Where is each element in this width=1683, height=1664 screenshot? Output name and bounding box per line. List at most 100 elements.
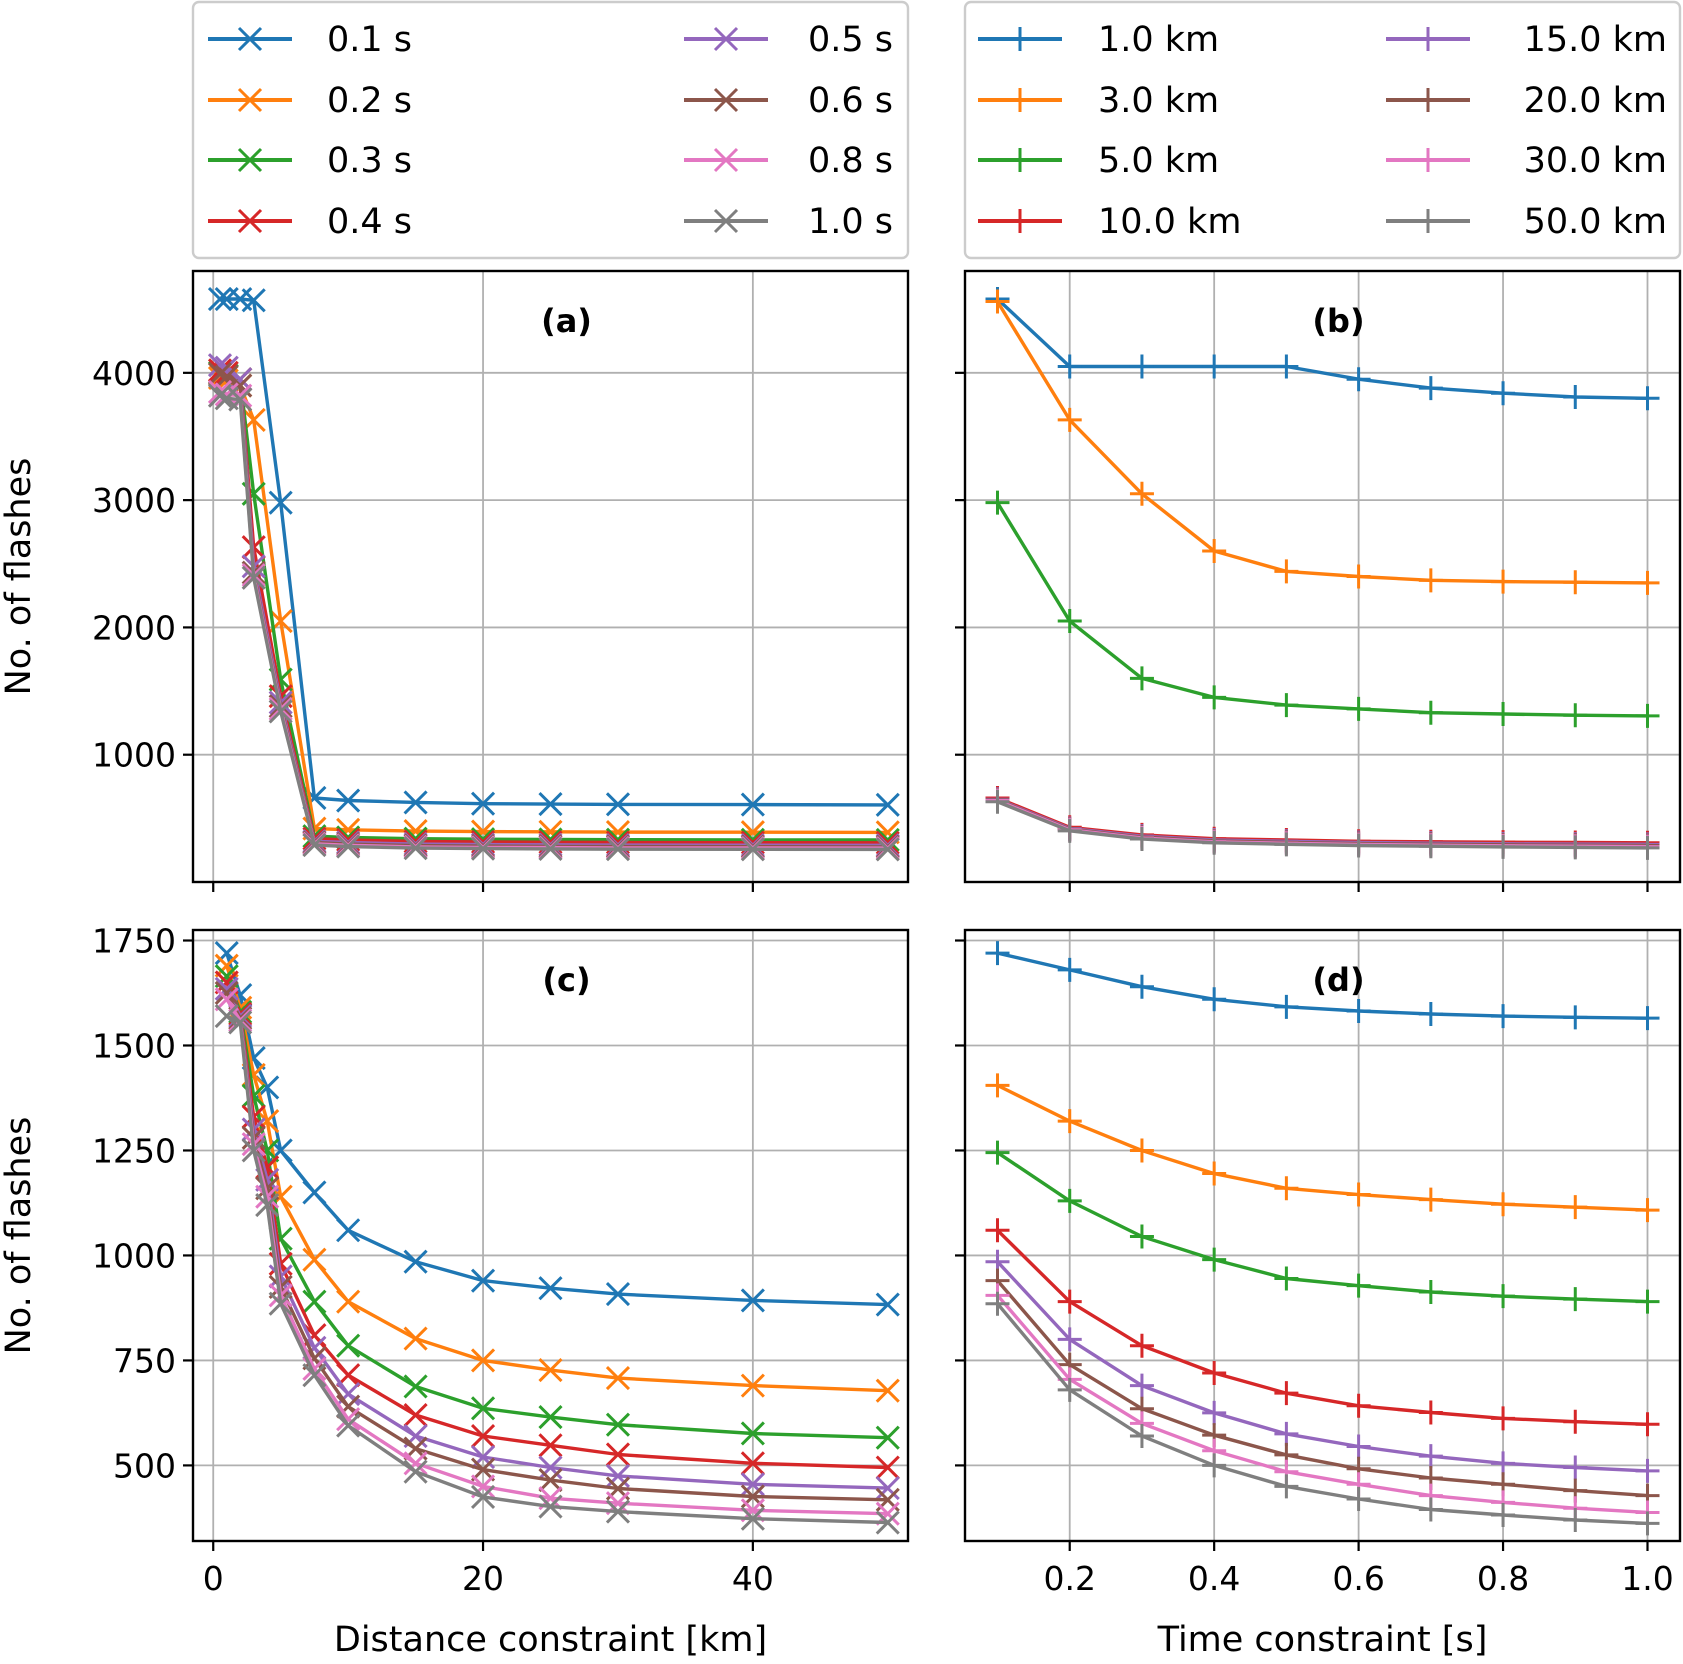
data-point <box>1202 1247 1227 1272</box>
data-point <box>336 1333 361 1358</box>
data-point <box>255 1184 280 1209</box>
data-point <box>1129 974 1154 999</box>
series-line <box>996 800 1648 850</box>
legend-label: 0.8 s <box>808 141 893 181</box>
legend-entry: 0.6 s <box>684 81 893 121</box>
data-point <box>875 837 900 862</box>
data-point <box>1202 1161 1227 1186</box>
series-line <box>225 988 888 1490</box>
series-3 <box>985 490 1660 728</box>
data-point <box>740 1373 765 1398</box>
data-point <box>1418 568 1443 593</box>
data-point <box>1129 1373 1154 1398</box>
x-tick-label: 0.8 <box>1477 1559 1529 1598</box>
data-point <box>214 976 239 1001</box>
data-point <box>1563 1195 1588 1220</box>
legend-label: 0.4 s <box>327 202 412 242</box>
data-point <box>1346 1434 1371 1459</box>
data-point <box>875 1425 900 1450</box>
data-point <box>1274 994 1299 1019</box>
series-line <box>996 1083 1648 1212</box>
series-line <box>220 297 888 807</box>
data-point <box>1346 833 1371 858</box>
data-point <box>1057 1109 1082 1134</box>
x-axis-label: Time constraint [s] <box>1157 1620 1488 1660</box>
data-point <box>214 953 239 978</box>
data-point <box>470 1457 496 1482</box>
data-point <box>538 1433 563 1458</box>
series-2 <box>214 953 900 1403</box>
legend-entry: 10.0 km <box>978 202 1241 242</box>
series-layer <box>985 287 1660 860</box>
legend-marker <box>1416 209 1440 233</box>
data-point <box>336 1289 361 1314</box>
data-point <box>214 941 239 966</box>
series-line <box>219 371 888 842</box>
data-point <box>1563 570 1588 595</box>
y-axis-label: No. of flashes <box>0 1117 39 1355</box>
data-point <box>1202 987 1227 1012</box>
x-tick-label: 0.4 <box>1188 1559 1240 1598</box>
data-point <box>1491 701 1516 726</box>
data-point <box>740 837 765 862</box>
data-point <box>268 1291 293 1316</box>
series-line <box>996 300 1648 585</box>
series-8 <box>985 789 1660 860</box>
series-line <box>996 1260 1648 1473</box>
data-point <box>1057 1188 1082 1213</box>
data-point <box>1346 1182 1371 1207</box>
data-point <box>336 1218 361 1243</box>
data-point <box>740 1421 765 1446</box>
data-point <box>1057 957 1082 982</box>
series-line <box>219 363 888 847</box>
data-point <box>470 1396 496 1421</box>
data-point <box>740 1451 765 1476</box>
legend-entry: 0.4 s <box>208 202 412 242</box>
data-point <box>255 1192 280 1218</box>
data-point <box>1129 354 1154 379</box>
legend-marker <box>237 208 263 234</box>
data-point <box>403 1459 428 1484</box>
data-point <box>268 490 293 515</box>
data-point <box>538 792 563 817</box>
data-point <box>1057 354 1082 379</box>
data-point <box>605 1282 631 1307</box>
data-point <box>470 791 496 816</box>
series-layer <box>207 286 900 862</box>
data-point <box>1635 1198 1660 1223</box>
data-point <box>1635 570 1660 595</box>
legend-entry: 0.2 s <box>208 81 412 121</box>
data-point <box>470 1484 496 1509</box>
data-point <box>1491 1502 1516 1527</box>
data-point <box>1129 1333 1154 1358</box>
data-point <box>1057 407 1082 432</box>
data-point <box>1274 832 1299 857</box>
legend-marker <box>713 26 739 52</box>
series-line <box>997 951 1648 1020</box>
data-point <box>1491 569 1516 594</box>
data-point <box>1418 700 1443 725</box>
series-8 <box>214 1004 900 1535</box>
series-line <box>996 1151 1648 1304</box>
data-point <box>1202 1361 1227 1386</box>
data-point <box>1491 381 1516 406</box>
data-point <box>1274 1421 1299 1446</box>
data-point <box>538 1276 563 1301</box>
data-point <box>1129 1224 1154 1249</box>
data-point <box>1635 1006 1660 1031</box>
series-line <box>996 796 1648 845</box>
panel-label: (d) <box>1312 961 1364 999</box>
series-8 <box>985 1291 1660 1536</box>
legend-entry: 20.0 km <box>1386 81 1667 121</box>
y-tick-label: 1250 <box>92 1131 176 1170</box>
data-point <box>1418 1400 1443 1425</box>
series-line <box>996 1294 1648 1515</box>
legend-entry: 5.0 km <box>978 141 1219 181</box>
data-point <box>985 1218 1010 1243</box>
legend-entry: 3.0 km <box>978 81 1219 121</box>
legend-entry: 1.0 km <box>978 20 1219 60</box>
y-tick-label: 500 <box>113 1446 176 1485</box>
data-point <box>403 1451 428 1476</box>
axis-ticks: 0.2 0.4 0.6 0.8 1.0 <box>955 939 1674 1598</box>
series-line <box>219 390 888 850</box>
